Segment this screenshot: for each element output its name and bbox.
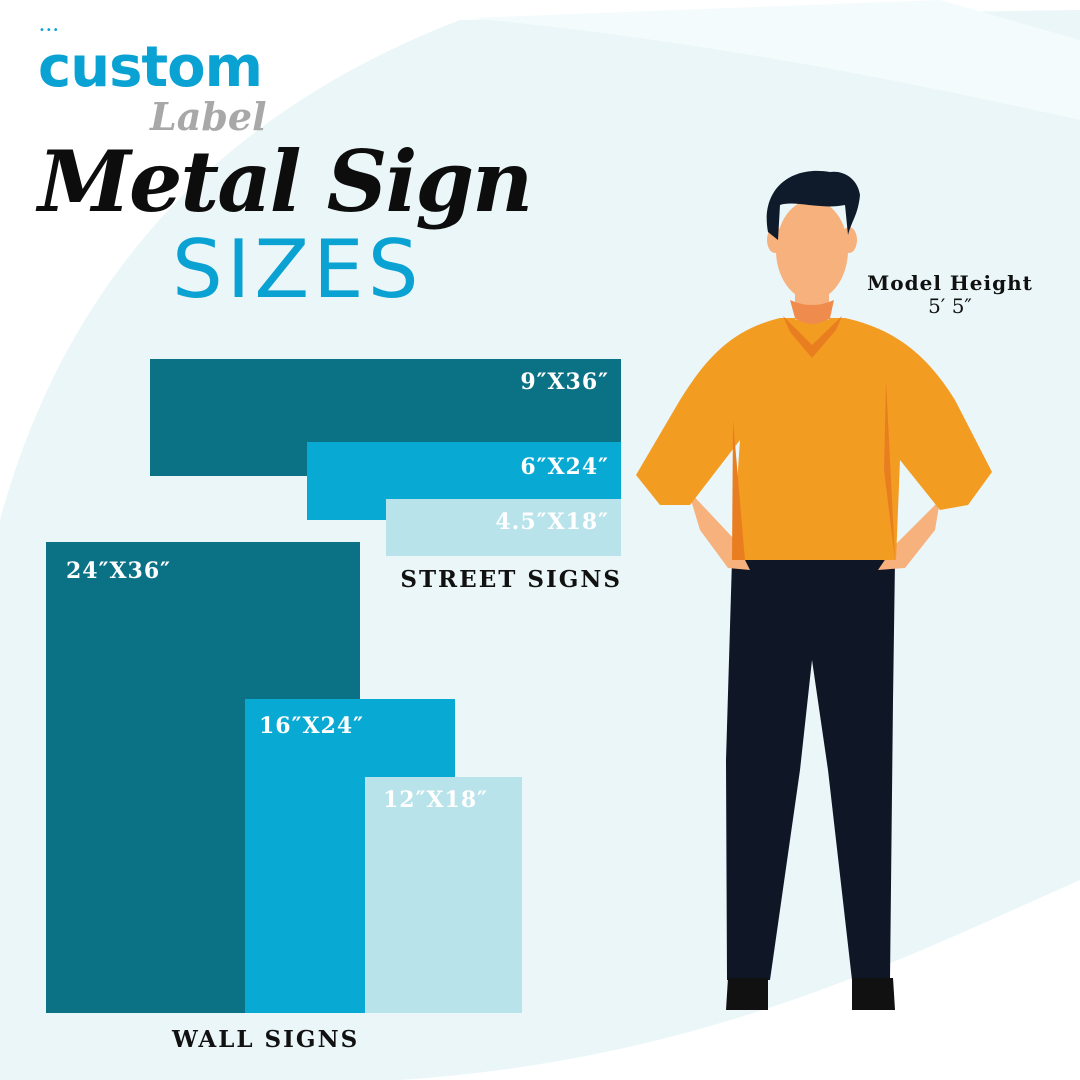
street-signs-label: STREET SIGNS: [400, 566, 622, 593]
logo-dots: •••: [39, 25, 60, 36]
model-height-value: 5′ 5″: [928, 294, 972, 318]
page-title: Metal Sign: [38, 132, 533, 231]
page-subtitle: SIZES: [172, 223, 423, 316]
street-sign-4.5x18: 4.5″X18″: [386, 499, 621, 556]
model-height-heading: Model Height: [867, 271, 1033, 295]
wall-sign-12x18: 12″X18″: [365, 777, 522, 1013]
logo-custom: custom: [38, 35, 263, 100]
size-label: 9″X36″: [520, 369, 609, 395]
size-label: 6″X24″: [520, 454, 609, 480]
wall-signs-label: WALL SIGNS: [172, 1026, 360, 1053]
logo-label: Label: [150, 94, 267, 139]
model-height-info: Model Height 5′ 5″: [850, 272, 1050, 318]
model-figure: [636, 170, 992, 1010]
size-label: 16″X24″: [259, 713, 364, 739]
size-label: 12″X18″: [383, 787, 488, 813]
size-label: 24″X36″: [66, 558, 171, 584]
size-label: 4.5″X18″: [495, 509, 609, 535]
